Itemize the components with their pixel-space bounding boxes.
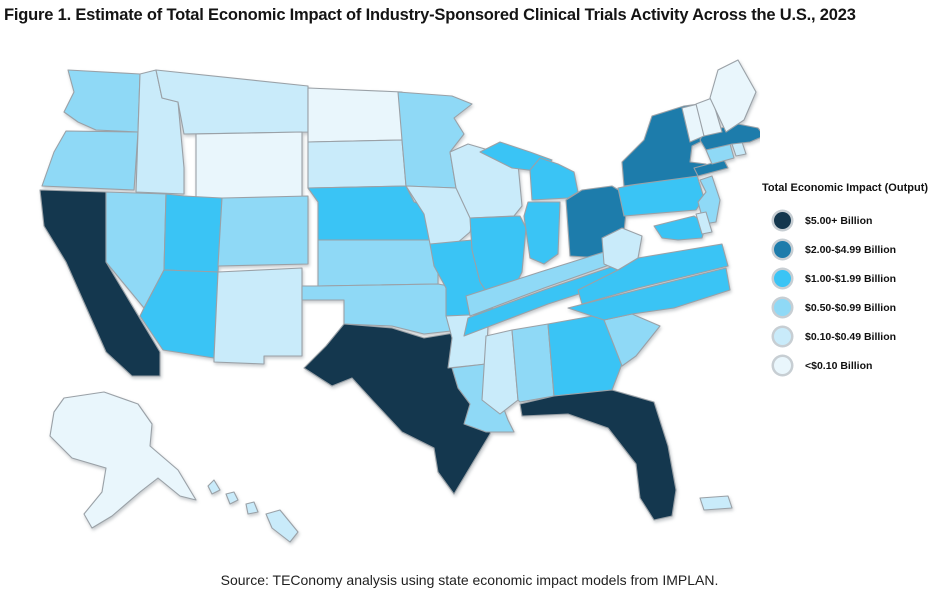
state-nm [213, 267, 303, 365]
legend-swatch-circle [774, 212, 791, 229]
state-hi [265, 509, 299, 543]
state-al [511, 323, 555, 403]
legend-swatch-circle [774, 241, 791, 258]
state-ok [301, 283, 461, 335]
legend-label: <$0.10 Billion [805, 359, 873, 372]
state-mn [397, 91, 473, 189]
state-co [217, 195, 309, 267]
state-md [653, 215, 707, 241]
state-hi [207, 479, 221, 495]
us-choropleth-map [39, 59, 760, 543]
legend-label: $1.00-$1.99 Billion [805, 272, 897, 285]
state-ak [49, 391, 197, 529]
state-wa [63, 69, 141, 133]
legend-label: $0.50-$0.99 Billion [805, 301, 897, 314]
legend-label: $5.00+ Billion [805, 214, 873, 227]
state-mt [155, 69, 309, 135]
legend-item: $1.00-$1.99 Billion [762, 264, 937, 293]
state-nc [567, 267, 731, 321]
state-hi [245, 501, 259, 515]
state-fl [519, 389, 677, 521]
state-wy [195, 131, 303, 201]
state-wv [601, 227, 643, 271]
states-group [39, 59, 760, 543]
state-or [41, 130, 139, 191]
legend-label: $0.10-$0.49 Billion [805, 330, 897, 343]
state-mi [529, 157, 579, 201]
state-in [523, 201, 561, 265]
map-legend: Total Economic Impact (Output) $5.00+ Bi… [762, 182, 937, 380]
legend-item: $2.00-$4.99 Billion [762, 235, 937, 264]
legend-item: $0.10-$0.49 Billion [762, 322, 937, 351]
state-me [709, 59, 757, 133]
state-de [695, 211, 713, 235]
figure-title: Figure 1. Estimate of Total Economic Imp… [4, 6, 856, 24]
legend-swatch-circle [774, 328, 791, 345]
state-ks [317, 239, 439, 287]
source-caption: Source: TEConomy analysis using state ec… [220, 572, 719, 588]
legend-item: $5.00+ Billion [762, 206, 937, 235]
legend-swatch-circle [774, 357, 791, 374]
state-sd [307, 139, 407, 189]
state-ut [163, 193, 223, 273]
legend-items: $5.00+ Billion $2.00-$4.99 Billion $1.00-$… [762, 206, 937, 380]
state-nd [307, 87, 403, 143]
state-nh [695, 97, 723, 137]
legend-swatch-circle [774, 299, 791, 316]
legend-title: Total Economic Impact (Output) [762, 182, 929, 194]
legend-item: $0.50-$0.99 Billion [762, 293, 937, 322]
legend-label: $2.00-$4.99 Billion [805, 243, 897, 256]
legend-swatch-circle [774, 270, 791, 287]
state-pr [699, 495, 733, 511]
legend-item: <$0.10 Billion [762, 351, 937, 380]
state-hi [225, 491, 239, 505]
